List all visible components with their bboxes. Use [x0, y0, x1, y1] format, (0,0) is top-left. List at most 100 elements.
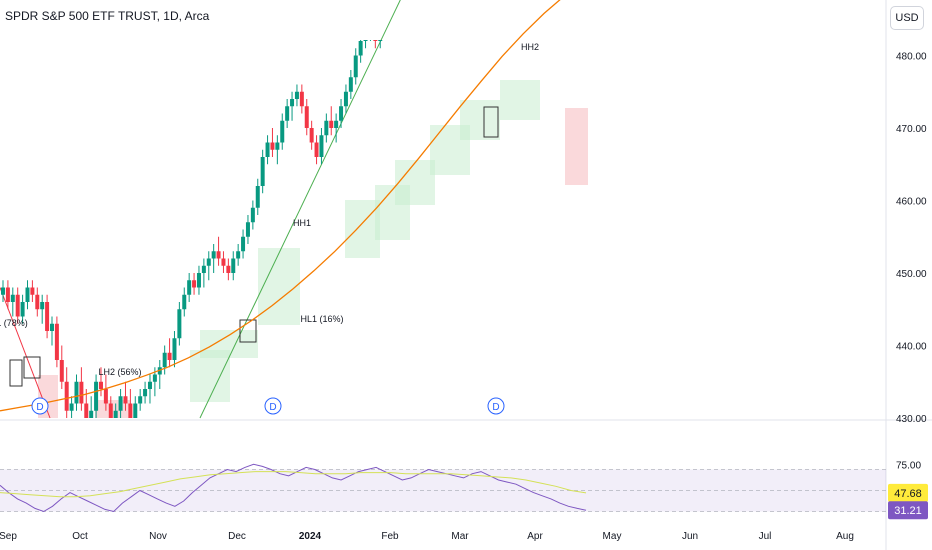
candle [275, 142, 280, 150]
candle [314, 142, 319, 157]
x-tick-label: 2024 [299, 531, 322, 542]
candle [236, 251, 241, 259]
annotation-label: HH2 [521, 42, 539, 52]
candle [108, 403, 113, 418]
candle [373, 40, 378, 41]
x-tick-label: May [603, 531, 622, 542]
candle [334, 120, 339, 128]
candle [353, 55, 358, 78]
currency-button[interactable]: USD [890, 6, 924, 30]
candle [20, 302, 25, 317]
annotation-label: 1 (78%) [0, 318, 28, 328]
consolidation-box [23, 356, 41, 379]
candle [138, 396, 143, 404]
dividend-marker: D [487, 397, 505, 415]
candle [74, 381, 79, 404]
candle [133, 403, 138, 418]
price-tick-label: 450.00 [896, 269, 927, 280]
candle [79, 381, 84, 404]
candle [25, 287, 30, 302]
chart-title: SPDR S&P 500 ETF TRUST, 1D, Arca [5, 9, 210, 23]
candle [187, 280, 192, 295]
candle [1, 287, 5, 295]
candle [69, 403, 74, 411]
candle [167, 352, 172, 360]
candle [118, 396, 123, 411]
candle [10, 294, 15, 302]
candle [285, 106, 290, 121]
candle [216, 251, 221, 259]
uptrend-highlight [258, 248, 300, 325]
candle [89, 410, 94, 418]
moving-average-line [0, 0, 561, 412]
candle [343, 91, 348, 107]
uptrend-highlight [395, 160, 435, 205]
candle [309, 128, 314, 143]
candle [280, 120, 285, 143]
candle [64, 381, 69, 411]
candle [15, 294, 20, 317]
dividend-marker: D [31, 397, 49, 415]
candle [201, 265, 206, 273]
x-tick-label: Nov [149, 531, 167, 542]
annotation-label: HH1 [293, 218, 311, 228]
candle [319, 135, 324, 157]
uptrend-highlight [190, 350, 230, 402]
x-tick-label: Aug [836, 531, 854, 542]
candle [177, 309, 182, 339]
candle [162, 352, 167, 368]
candle [348, 77, 353, 92]
candle [94, 381, 99, 411]
rsi-ma-badge [888, 483, 928, 502]
rsi-ma-value: 47.68 [894, 488, 922, 500]
candle [103, 389, 108, 404]
rsi-value: 31.21 [894, 505, 922, 517]
candle [123, 396, 128, 404]
candle [45, 302, 50, 331]
candle [147, 381, 152, 389]
candle [255, 186, 260, 208]
price-tick-label: 430.00 [896, 414, 927, 425]
price-tick-label: 460.00 [896, 197, 927, 208]
candle [221, 258, 226, 266]
x-tick-label: Dec [228, 531, 246, 542]
consolidation-box [239, 319, 257, 343]
dividend-marker: D [264, 397, 282, 415]
candle [128, 403, 133, 418]
candle [54, 323, 59, 360]
candle [206, 258, 211, 266]
trendline [199, 0, 401, 419]
candle [196, 273, 201, 288]
candle [250, 207, 255, 223]
candle [358, 41, 363, 56]
uptrend-highlight [345, 200, 380, 258]
x-tick-label: Jul [759, 531, 772, 542]
dividend-label: D [492, 402, 499, 413]
candle [98, 381, 103, 389]
candle [59, 360, 64, 382]
annotation-label: LH2 (56%) [98, 367, 141, 377]
uptrend-highlight [500, 80, 540, 120]
uptrend-highlight [460, 100, 500, 140]
candle [270, 142, 275, 150]
candle [265, 142, 270, 157]
candle [363, 40, 368, 41]
candle [143, 389, 148, 397]
candle [113, 410, 118, 418]
x-tick-label: Apr [527, 531, 543, 542]
candle [324, 120, 329, 136]
dividend-circle [31, 397, 49, 415]
annotation-label: HL1 (16%) [300, 314, 343, 324]
candle [211, 251, 216, 259]
candle [5, 287, 10, 302]
price-tick-label: 440.00 [896, 342, 927, 353]
candle [84, 403, 89, 418]
candle [172, 338, 177, 360]
rsi-line [0, 463, 587, 513]
candle [299, 91, 304, 107]
candle [339, 106, 344, 121]
x-tick-label: Sep [0, 531, 17, 542]
x-tick-label: Feb [381, 531, 399, 542]
candle [294, 91, 299, 99]
